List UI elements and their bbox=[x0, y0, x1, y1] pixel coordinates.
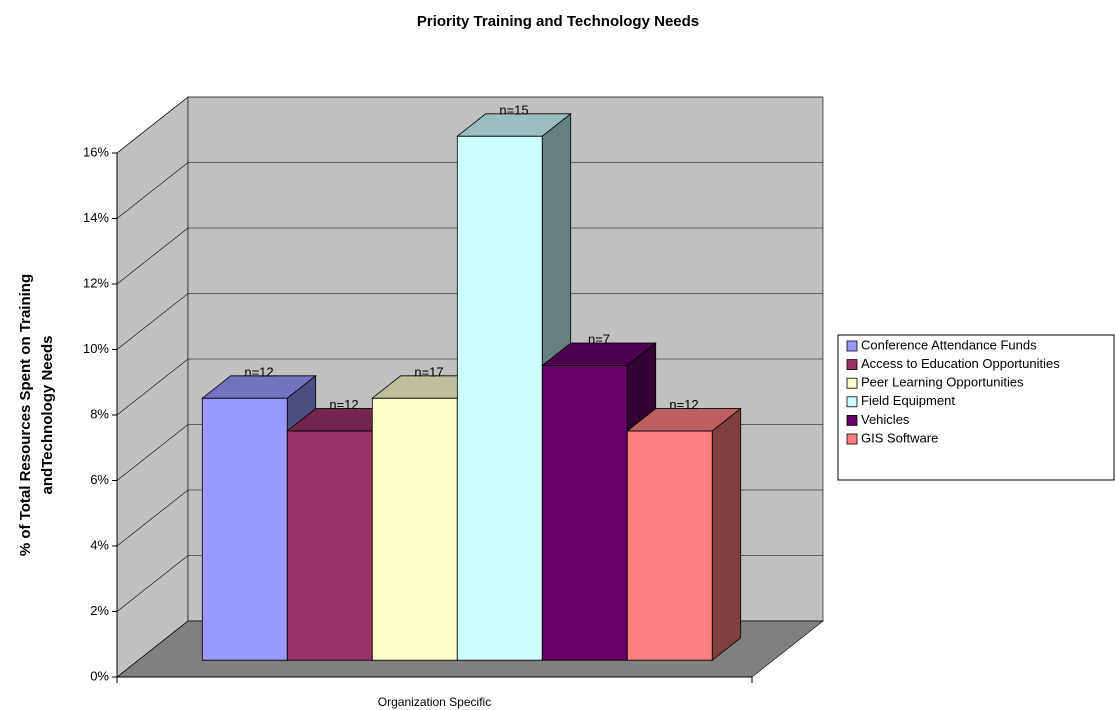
y-axis-label-line: andTechnology Needs bbox=[39, 336, 56, 495]
y-tick-label: 4% bbox=[90, 537, 109, 552]
bar-front bbox=[626, 430, 713, 661]
y-tick-label: 2% bbox=[90, 603, 109, 618]
bar-annotation: n=17 bbox=[414, 364, 443, 379]
bar-annotation: n=12 bbox=[329, 397, 358, 412]
y-tick-label: 8% bbox=[90, 406, 109, 421]
bar-annotation: n=15 bbox=[499, 102, 528, 117]
legend-swatch bbox=[846, 414, 858, 426]
y-tick-label: 16% bbox=[83, 144, 109, 159]
legend-swatch bbox=[846, 359, 858, 371]
legend-label: Vehicles bbox=[861, 412, 910, 427]
y-tick-label: 14% bbox=[83, 210, 109, 225]
y-axis-label-line: % of Total Resources Spent on Training bbox=[17, 274, 34, 556]
y-tick-label: 12% bbox=[83, 275, 109, 290]
legend-box bbox=[837, 334, 1115, 481]
legend-swatch bbox=[846, 396, 858, 408]
legend-label: Peer Learning Opportunities bbox=[861, 375, 1024, 390]
y-tick-label: 10% bbox=[83, 341, 109, 356]
grid-line bbox=[116, 293, 823, 350]
legend-swatch bbox=[846, 433, 858, 445]
bar-annotation: n=7 bbox=[588, 332, 610, 347]
legend-label: Access to Education Opportunities bbox=[861, 356, 1060, 371]
legend-swatch bbox=[846, 377, 858, 389]
bar-front bbox=[541, 365, 628, 661]
bar-annotation: n=12 bbox=[244, 364, 273, 379]
chart-title: Priority Training and Technology Needs bbox=[417, 13, 699, 30]
legend-swatch bbox=[846, 340, 858, 352]
grid-line bbox=[116, 162, 823, 219]
legend-label: GIS Software bbox=[861, 430, 938, 445]
bar-front bbox=[201, 397, 288, 661]
y-tick-label: 6% bbox=[90, 472, 109, 487]
bar-front bbox=[286, 430, 373, 661]
y-axis-label: % of Total Resources Spent on Training an… bbox=[17, 274, 56, 556]
legend-label: Field Equipment bbox=[861, 393, 955, 408]
grid-line bbox=[116, 96, 823, 154]
bar-front bbox=[456, 135, 543, 661]
bar-annotation: n=12 bbox=[669, 397, 698, 412]
bar-front bbox=[371, 397, 458, 661]
x-tick-label: Organization Specific bbox=[378, 695, 491, 709]
y-tick-label: 0% bbox=[90, 668, 109, 683]
grid-line bbox=[116, 227, 823, 285]
bar-side bbox=[711, 407, 742, 662]
legend-label: Conference Attendance Funds bbox=[861, 337, 1037, 352]
